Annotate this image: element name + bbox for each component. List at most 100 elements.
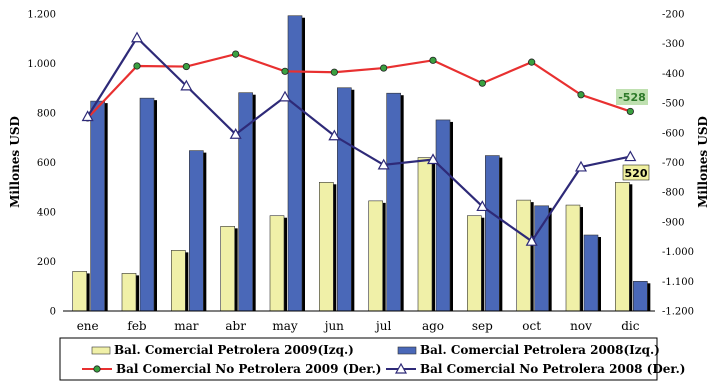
x-tick-label: jun (323, 319, 344, 333)
bar-petrolera-2008 (435, 119, 451, 312)
data-label-no-petrolera-2009-dic: -528 (618, 91, 646, 104)
point-no-petrolera-2009 (577, 91, 585, 99)
y-right-tick-label: -900 (662, 217, 684, 228)
y-left-tick-label: 1.000 (27, 59, 56, 70)
legend-swatch-petrolera-2008 (397, 346, 417, 355)
y-axis-right-label: Millones USD (696, 116, 710, 208)
bar-petrolera-2009 (121, 273, 137, 312)
point-no-petrolera-2008 (278, 90, 292, 102)
bar-petrolera-2008 (485, 155, 500, 312)
bar-petrolera-2008 (287, 15, 303, 312)
legend-label: Bal. Comercial Petrolera 2008(Izq.) (420, 343, 660, 357)
bar-petrolera-2009 (171, 250, 186, 312)
bar-petrolera-2008 (337, 87, 352, 312)
bar-petrolera-2009 (516, 199, 531, 312)
y-left-tick-label: 0 (50, 307, 56, 318)
y-right-tick-label: -700 (662, 158, 684, 169)
legend-marker-circle (93, 365, 101, 373)
point-no-petrolera-2008 (525, 234, 538, 246)
point-no-petrolera-2008 (328, 129, 341, 141)
point-no-petrolera-2009 (528, 58, 536, 66)
legend-label: Bal. Comercial Petrolera 2009(Izq.) (114, 343, 354, 357)
y-right-tick-label: -400 (662, 69, 684, 80)
data-labels-layer: -528 520 (616, 89, 650, 181)
x-tick-label: ene (77, 319, 99, 333)
point-no-petrolera-2009 (429, 56, 437, 64)
y-left-tick-label: 600 (37, 158, 56, 169)
y-axis-right: -200 -300 -400 -500 -600 -700 -800 -900 -1.000 -1… (662, 10, 694, 318)
y-left-tick-label: 800 (37, 109, 56, 120)
legend-label: Bal Comercial No Petrolera 2008 (Der.) (420, 362, 685, 376)
point-no-petrolera-2008 (377, 158, 390, 170)
y-right-tick-label: -600 (662, 128, 684, 139)
y-axis-left-label: Millones USD (8, 116, 22, 208)
bar-petrolera-2009 (269, 215, 285, 312)
point-no-petrolera-2008 (180, 79, 193, 91)
point-no-petrolera-2009 (133, 62, 141, 70)
legend-box (59, 337, 658, 381)
y-right-tick-label: -1.200 (662, 307, 694, 318)
x-tick-label: feb (127, 319, 147, 333)
point-no-petrolera-2008 (476, 200, 489, 212)
bar-petrolera-2009 (565, 204, 581, 312)
bar-petrolera-2009 (220, 226, 235, 312)
bar-petrolera-2008 (90, 100, 105, 312)
bar-petrolera-2008 (583, 234, 599, 312)
y-left-tick-label: 400 (37, 208, 56, 219)
point-no-petrolera-2008 (130, 31, 144, 43)
y-right-tick-label: -500 (662, 99, 684, 110)
point-no-petrolera-2008 (81, 110, 94, 122)
y-left-tick-label: 1.200 (27, 10, 56, 21)
bar-petrolera-2008 (534, 205, 549, 312)
bar-petrolera-2009 (615, 182, 630, 312)
point-no-petrolera-2008 (624, 150, 637, 162)
bar-petrolera-2008 (386, 92, 401, 312)
y-right-tick-label: -300 (662, 39, 684, 50)
x-tick-label: sep (472, 319, 493, 333)
y-axis-left: 0 200 400 600 800 1.000 1.200 (27, 10, 56, 318)
x-tick-label: jul (374, 319, 391, 333)
point-no-petrolera-2009 (330, 68, 338, 76)
y-right-tick-label: -200 (662, 10, 684, 21)
bar-petrolera-2009 (368, 200, 383, 312)
point-no-petrolera-2009 (626, 107, 634, 116)
legend-marker-triangle (394, 362, 408, 374)
y-right-tick-label: -1.100 (662, 277, 694, 288)
bar-petrolera-2009 (72, 271, 87, 312)
bar-petrolera-2009 (467, 215, 482, 312)
bar-petrolera-2009 (417, 157, 433, 312)
data-label-box (616, 89, 648, 105)
point-no-petrolera-2009 (182, 62, 190, 71)
x-tick-label: abr (225, 319, 246, 333)
point-no-petrolera-2009 (232, 50, 240, 58)
point-no-petrolera-2009 (380, 64, 388, 72)
data-label-petrolera-2009-dic: 520 (625, 167, 648, 180)
x-tick-label: ago (422, 319, 444, 333)
legend-swatch-petrolera-2009 (91, 346, 111, 355)
x-tick-label: may (272, 319, 298, 333)
x-tick-label: dic (621, 319, 640, 333)
bar-petrolera-2008 (633, 280, 648, 312)
data-label-box (622, 164, 650, 181)
x-tick-label: oct (522, 319, 541, 333)
line-no-petrolera-2008 (86, 36, 631, 243)
point-no-petrolera-2008 (574, 160, 588, 172)
point-no-petrolera-2009 (281, 67, 289, 75)
x-axis-categories: ene feb mar abr may jun jul ago sep oct nov dic (77, 319, 640, 333)
legend-label: Bal Comercial No Petrolera 2009 (Der.) (116, 362, 381, 376)
y-right-tick-label: -800 (662, 188, 684, 199)
legend: Bal. Comercial Petrolera 2009(Izq.) Bal. … (59, 337, 685, 381)
y-right-tick-label: -1.000 (662, 247, 694, 258)
bar-petrolera-2009 (319, 182, 334, 312)
lines-layer (81, 31, 637, 246)
point-no-petrolera-2009 (478, 79, 486, 87)
point-no-petrolera-2008 (229, 128, 242, 139)
bar-petrolera-2008 (189, 150, 204, 312)
bars-layer (72, 15, 651, 312)
x-tick-label: mar (174, 319, 199, 333)
x-tick-label: nov (570, 319, 592, 333)
y-left-tick-label: 200 (37, 257, 56, 268)
point-no-petrolera-2008 (426, 153, 440, 165)
bar-petrolera-2008 (139, 97, 155, 312)
